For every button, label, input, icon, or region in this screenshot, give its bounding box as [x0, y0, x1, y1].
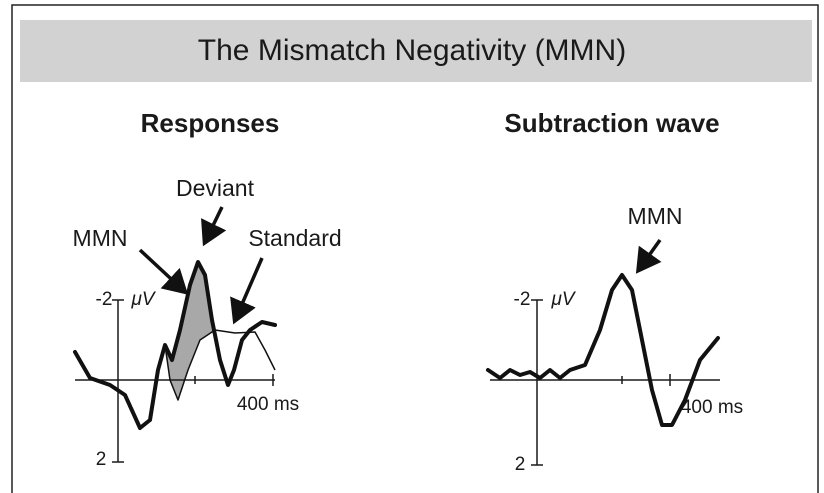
title-bar — [20, 20, 812, 82]
deviant-label: Deviant — [176, 175, 255, 201]
x-label: 400 ms — [237, 394, 299, 415]
mmn-arrow — [635, 238, 662, 274]
subtraction-wave — [486, 273, 720, 427]
mmn-label: MMN — [628, 203, 683, 229]
title: The Mismatch Negativity (MMN) — [198, 34, 626, 67]
standard-arrow — [230, 257, 264, 325]
y-unit: μV — [130, 289, 156, 310]
y-bottom-label: 2 — [96, 449, 107, 470]
axes — [490, 299, 720, 466]
panel-heading: Subtraction wave — [504, 108, 719, 138]
y-bottom-label: 2 — [515, 454, 526, 475]
mmn-label: MMN — [73, 225, 128, 251]
y-unit: μV — [550, 289, 576, 310]
deviant-wave — [73, 260, 277, 430]
axes — [75, 299, 275, 463]
mmn-area — [165, 262, 220, 400]
standard-label: Standard — [248, 225, 341, 251]
x-label: 400 ms — [681, 397, 743, 418]
standard-wave — [164, 329, 276, 401]
y-top-label: -2 — [96, 289, 113, 310]
responses-panel: Responses -2 μV 2 400 ms Deviant MMN Sta… — [73, 108, 342, 470]
deviant-arrow — [201, 206, 227, 247]
subtraction-panel: Subtraction wave -2 μV 2 400 ms MMN — [486, 108, 743, 475]
mmn-arrow — [138, 248, 189, 295]
panel-heading: Responses — [141, 108, 280, 138]
frame — [11, 4, 819, 493]
y-top-label: -2 — [514, 289, 531, 310]
